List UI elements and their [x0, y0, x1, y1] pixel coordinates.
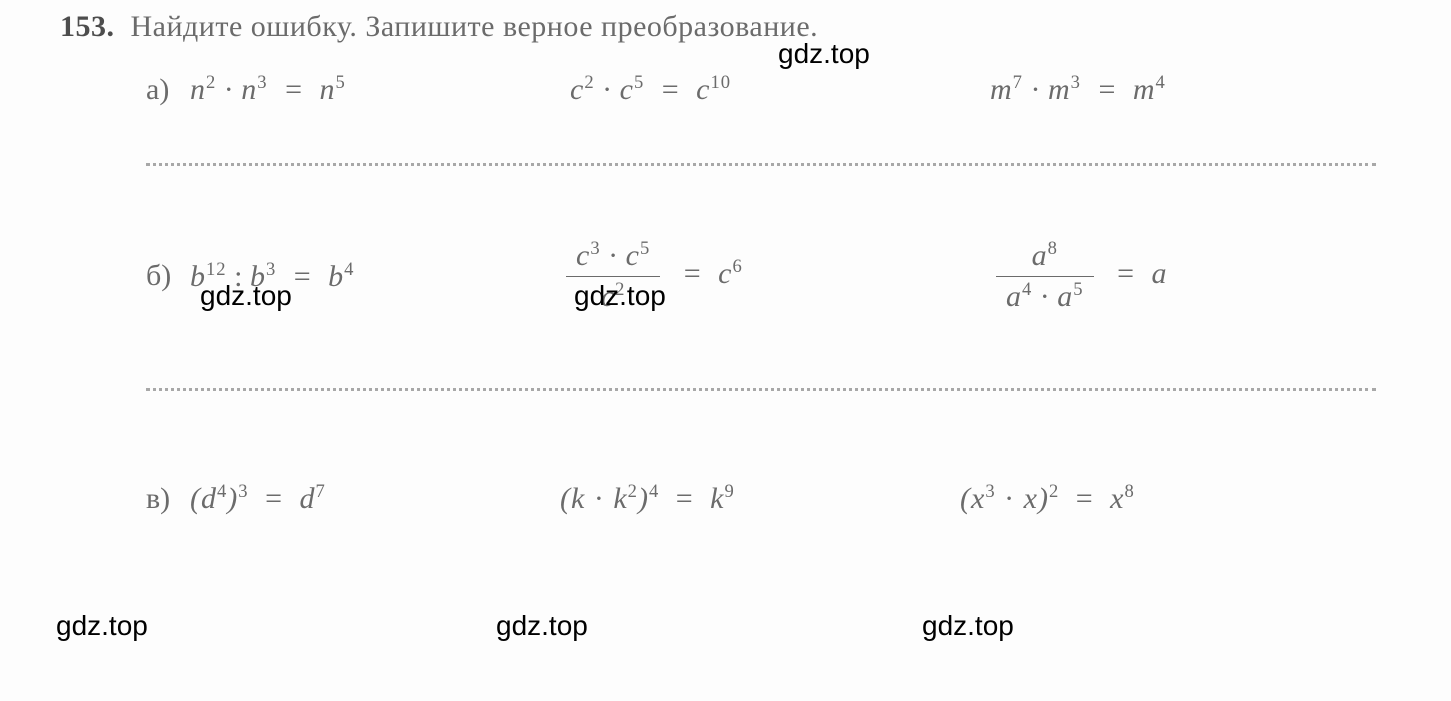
eq-a1: n2 · n3 = n5 [190, 72, 570, 107]
var: k [710, 482, 724, 515]
exp: 5 [336, 72, 346, 93]
var: n [320, 73, 336, 106]
row-c: в) (d4)3 = d7 (k · k2)4 = k9 (x3 · x)2 =… [60, 481, 1391, 516]
var: c [718, 257, 732, 290]
var: d [300, 482, 316, 515]
exp: 7 [1013, 72, 1023, 93]
var: c [620, 73, 634, 106]
eq-c2: (k · k2)4 = k9 [560, 481, 960, 516]
exp: 3 [1071, 72, 1081, 93]
var: m [990, 73, 1013, 106]
eq-a2: c2 · c5 = c10 [570, 72, 990, 107]
exp: 4 [344, 259, 354, 280]
op-dot: · [1004, 482, 1015, 515]
var: c [626, 239, 640, 272]
exp: 2 [584, 72, 594, 93]
eq-b3: a8 a4 · a5 = a [990, 236, 1168, 316]
var: x [1110, 482, 1124, 515]
exp: 3 [266, 259, 276, 280]
equals: = [652, 73, 689, 106]
op-dot: · [608, 239, 618, 272]
op-dot: · [1040, 280, 1050, 313]
exp: 5 [634, 72, 644, 93]
label-a: а) [146, 73, 190, 107]
var: n [190, 73, 206, 106]
equals: = [275, 73, 312, 106]
dotted-divider [146, 388, 1376, 391]
exp: 2 [1049, 481, 1058, 502]
var: a [1006, 280, 1022, 313]
row-a: а) n2 · n3 = n5 c2 · c5 = c10 m7 · m3 = … [60, 72, 1391, 107]
op-dot: · [602, 73, 612, 106]
equals: = [1107, 257, 1144, 290]
fraction: a8 a4 · a5 [996, 236, 1094, 316]
exp: 6 [733, 256, 743, 277]
watermark: gdz.top [574, 280, 666, 312]
watermark: gdz.top [778, 38, 870, 70]
var: c [696, 73, 710, 106]
exp: 4 [217, 481, 227, 502]
exp: 4 [649, 481, 658, 502]
var: x [971, 482, 985, 515]
var: b [328, 260, 344, 293]
var: m [1048, 73, 1071, 106]
exp: 2 [206, 72, 216, 93]
eq-c1: (d4)3 = d7 [190, 481, 560, 516]
watermark: gdz.top [200, 280, 292, 312]
op-dot: · [224, 73, 234, 106]
task-header: 153. Найдите ошибку. Запишите верное пре… [60, 10, 1391, 44]
equals: = [666, 482, 703, 515]
dotted-divider [146, 163, 1376, 166]
var: a [1057, 280, 1073, 313]
watermark: gdz.top [922, 610, 1014, 642]
eq-c3: (x3 · x)2 = x8 [960, 481, 1135, 516]
exp: 5 [1073, 279, 1083, 300]
exp: 7 [316, 481, 326, 502]
exp: 2 [628, 481, 638, 502]
exp: 8 [1125, 481, 1135, 502]
var: c [570, 73, 584, 106]
equals: = [674, 257, 711, 290]
var: d [201, 482, 217, 515]
exercise-page: 153. Найдите ошибку. Запишите верное пре… [0, 0, 1451, 701]
equals: = [255, 482, 292, 515]
eq-a3: m7 · m3 = m4 [990, 72, 1166, 107]
exp: 9 [725, 481, 735, 502]
var: n [241, 73, 257, 106]
label-b: б) [146, 259, 190, 293]
exp: 5 [640, 238, 650, 259]
exp: 3 [590, 238, 600, 259]
exp: 10 [711, 72, 732, 93]
watermark: gdz.top [56, 610, 148, 642]
var: a [1152, 257, 1168, 290]
equals: = [1066, 482, 1103, 515]
var: c [576, 239, 590, 272]
var: m [1133, 73, 1156, 106]
label-c: в) [146, 482, 190, 516]
equals: = [1088, 73, 1125, 106]
exp: 3 [985, 481, 995, 502]
var: a [1032, 239, 1048, 272]
exp: 8 [1048, 238, 1058, 259]
task-prompt: Найдите ошибку. Запишите верное преобраз… [131, 10, 819, 43]
exp: 4 [1156, 72, 1166, 93]
op-dot: · [594, 482, 605, 515]
watermark: gdz.top [496, 610, 588, 642]
var: x [1024, 482, 1038, 515]
exp: 12 [206, 259, 227, 280]
exp: 4 [1022, 279, 1032, 300]
op-dot: · [1030, 73, 1040, 106]
exp: 3 [257, 72, 267, 93]
var: k [571, 482, 585, 515]
var: k [613, 482, 627, 515]
exp: 3 [238, 481, 247, 502]
task-number: 153. [60, 10, 115, 44]
